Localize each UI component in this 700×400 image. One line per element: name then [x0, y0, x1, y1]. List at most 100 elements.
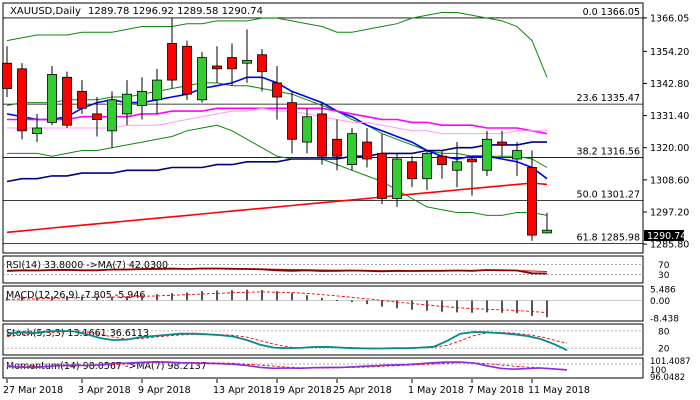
- macd-scale-label: 5.486: [650, 286, 676, 296]
- macd-bar: [426, 300, 428, 311]
- candle-body: [392, 158, 402, 199]
- candle-body: [512, 150, 522, 160]
- momentum-label: Momentum(14) 98.0567 ->MA(7) 98.2137: [6, 361, 207, 372]
- candle-body: [242, 59, 252, 64]
- price-panel: XAUUSD,Daily 1289.78 1296.92 1289.58 129…: [2, 2, 689, 254]
- candle-body: [77, 90, 87, 109]
- series-ma-navy: [6, 141, 547, 183]
- stoch-label: Stoch(5,3,3) 13.1661 36.6113: [6, 328, 149, 339]
- macd-bar: [96, 296, 98, 301]
- candle-body: [362, 141, 372, 160]
- date-label: 3 Apr 2018: [78, 385, 131, 396]
- candle-body: [257, 54, 267, 73]
- candle-body: [482, 138, 492, 171]
- stoch-scale-label: 20: [658, 345, 670, 355]
- macd-bar: [486, 300, 488, 313]
- rsi-label: RSI(14) 33.8000 ->MA(7) 42.0300: [6, 260, 168, 271]
- macd-bar: [81, 296, 83, 301]
- candle-body: [212, 65, 222, 70]
- macd-bar: [201, 291, 203, 301]
- macd-bar: [6, 297, 8, 301]
- date-label: 25 Apr 2018: [333, 385, 392, 396]
- candle-body: [272, 82, 282, 98]
- macd-bar: [231, 290, 233, 301]
- macd-bar: [336, 299, 338, 301]
- fib-label-23.6: 23.6 1335.47: [577, 93, 640, 104]
- price-tick-label: 1308.60: [650, 175, 689, 186]
- last-price-box: [644, 230, 684, 241]
- date-label: 27 Mar 2018: [3, 385, 63, 396]
- series-bb-upper: [6, 12, 548, 78]
- momentum-scale-label: 101.4087: [650, 357, 691, 367]
- macd-signal-line: [6, 291, 548, 314]
- macd-bar: [381, 300, 383, 307]
- candle-body: [542, 229, 552, 234]
- macd-bar: [171, 293, 173, 301]
- fib-label-61.8: 61.8 1285.98: [577, 233, 640, 244]
- candle-body: [2, 62, 12, 89]
- candle-body: [347, 133, 357, 166]
- candle-body: [17, 68, 27, 132]
- macd-scale-label: 0.00: [650, 297, 670, 307]
- macd-label: MACD(12,26,9) -7.805 -5.946: [6, 290, 145, 301]
- price-tick-label: 1285.80: [650, 240, 689, 251]
- candles: [2, 18, 552, 241]
- fib-label-50.0: 50.0 1301.27: [577, 190, 640, 201]
- rsi-scale-label: 30: [658, 271, 670, 281]
- momentum-line: [6, 360, 568, 371]
- candle-body: [227, 57, 237, 70]
- macd-bar: [531, 300, 533, 316]
- candle-body: [92, 113, 102, 120]
- candle-body: [197, 57, 207, 101]
- price-tick-label: 1320.00: [650, 143, 689, 154]
- candle-body: [152, 79, 162, 101]
- fib-label-38.2: 38.2 1316.56: [577, 146, 640, 157]
- price-tick-label: 1297.20: [650, 207, 689, 218]
- moving-averages: [6, 12, 548, 234]
- macd-bar: [216, 290, 218, 301]
- stoch-panel-frame: [2, 323, 644, 356]
- candle-body: [452, 161, 462, 171]
- date-label: 13 Apr 2018: [213, 385, 272, 396]
- price-tick-label: 1354.20: [650, 47, 689, 58]
- candle-body: [302, 116, 312, 143]
- macd-bar: [291, 293, 293, 301]
- candle-body: [527, 167, 537, 236]
- macd-bar: [546, 300, 548, 318]
- price-axis: 1366.05 1354.20 1342.80 1331.40 1320.00 1308.…: [643, 13, 689, 251]
- candle-body: [407, 161, 417, 180]
- macd-bar: [516, 300, 518, 314]
- date-label: 1 May 2018: [408, 385, 464, 396]
- price-tick-label: 1366.05: [650, 13, 689, 24]
- macd-bar: [366, 300, 368, 305]
- date-label: 11 May 2018: [528, 385, 590, 396]
- candle-body: [167, 43, 177, 81]
- candle-body: [287, 102, 297, 140]
- momentum-scale-label: 100: [650, 366, 666, 376]
- macd-bar: [321, 297, 323, 301]
- macd-bar: [156, 294, 158, 301]
- candle-body: [137, 90, 147, 106]
- macd-bar: [276, 291, 278, 301]
- macd-bar: [21, 296, 23, 301]
- momentum-scale-label: 96.0482: [650, 373, 685, 383]
- macd-bar: [501, 300, 503, 313]
- candle-body: [62, 76, 72, 126]
- candle-body: [422, 152, 432, 180]
- candle-body: [182, 45, 192, 95]
- macd-bar: [396, 300, 398, 309]
- macd-bar: [246, 289, 248, 301]
- date-label: 7 May 2018: [468, 385, 524, 396]
- momentum-panel-frame: [2, 357, 644, 379]
- rsi-scale-label: 70: [658, 261, 670, 271]
- macd-bar: [471, 300, 473, 313]
- candle-body: [332, 138, 342, 157]
- candle-body: [107, 99, 117, 132]
- last-price-marker: 1290.74: [644, 230, 686, 242]
- macd-bar: [261, 290, 263, 301]
